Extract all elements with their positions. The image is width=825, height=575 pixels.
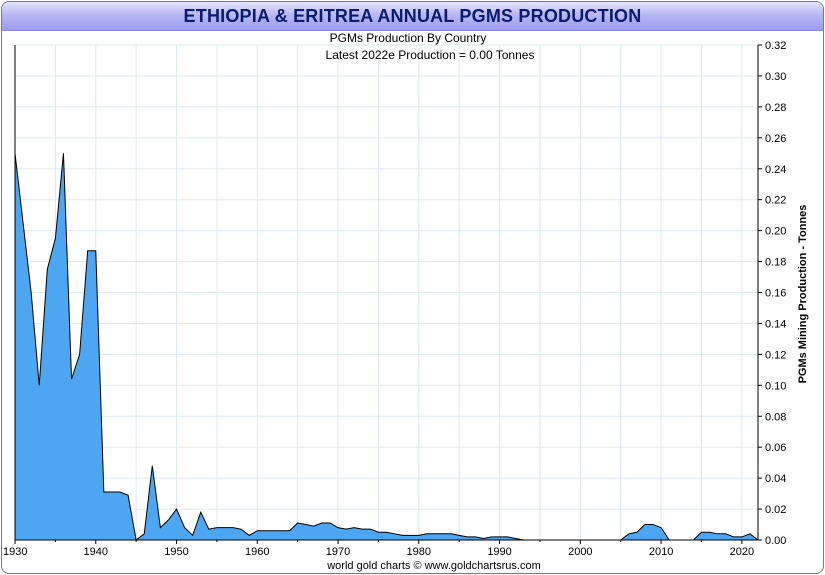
y-tick-label: 0.22 xyxy=(765,195,786,207)
y-tick-label: 0.26 xyxy=(765,133,786,145)
y-tick-label: 0.32 xyxy=(765,40,786,52)
y-tick-label: 0.28 xyxy=(765,102,786,114)
x-tick-label: 2020 xyxy=(730,546,754,558)
y-tick-label: 0.10 xyxy=(765,380,786,392)
y-tick-label: 0.00 xyxy=(765,535,786,547)
y-tick-label: 0.02 xyxy=(765,504,786,516)
x-tick-label: 2000 xyxy=(568,546,592,558)
x-tick-label: 2010 xyxy=(649,546,673,558)
y-tick-label: 0.12 xyxy=(765,349,786,361)
y-tick-label: 0.16 xyxy=(765,288,786,300)
x-tick-label: 1980 xyxy=(407,546,431,558)
area-line xyxy=(14,153,759,541)
y-tick-label: 0.30 xyxy=(765,71,786,83)
x-tick-label: 1940 xyxy=(84,546,108,558)
chart-annotation: Latest 2022e Production = 0.00 Tonnes xyxy=(326,48,535,62)
y-tick-label: 0.24 xyxy=(765,164,786,176)
y-tick-label: 0.08 xyxy=(765,411,786,423)
y-axis-label: PGMs Mining Production - Tonnes xyxy=(797,205,809,384)
chart-subtitle: PGMs Production By Country xyxy=(330,31,487,45)
y-tick-label: 0.04 xyxy=(765,473,786,485)
x-tick-label: 1990 xyxy=(487,546,511,558)
x-tick-label: 1930 xyxy=(3,546,27,558)
y-tick-label: 0.18 xyxy=(765,257,786,269)
x-tick-label: 1950 xyxy=(164,546,188,558)
plot-area: 0.00 0.02 0.04 0.06 0.08 0.10 0.12 0.14 0.16 0.18… xyxy=(3,40,786,558)
y-tick-label: 0.06 xyxy=(765,442,786,454)
chart-title: ETHIOPIA & ERITREA ANNUAL PGMS PRODUCTIO… xyxy=(183,6,642,26)
area-fill xyxy=(15,153,758,540)
y-tick-label: 0.20 xyxy=(765,226,786,238)
x-tick-label: 1970 xyxy=(326,546,350,558)
title-bar: ETHIOPIA & ERITREA ANNUAL PGMS PRODUCTIO… xyxy=(2,2,823,31)
y-tick-label: 0.14 xyxy=(765,318,786,330)
x-tick-label: 1960 xyxy=(245,546,269,558)
footer-credit: world gold charts © www.goldchartsrus.co… xyxy=(326,560,541,572)
